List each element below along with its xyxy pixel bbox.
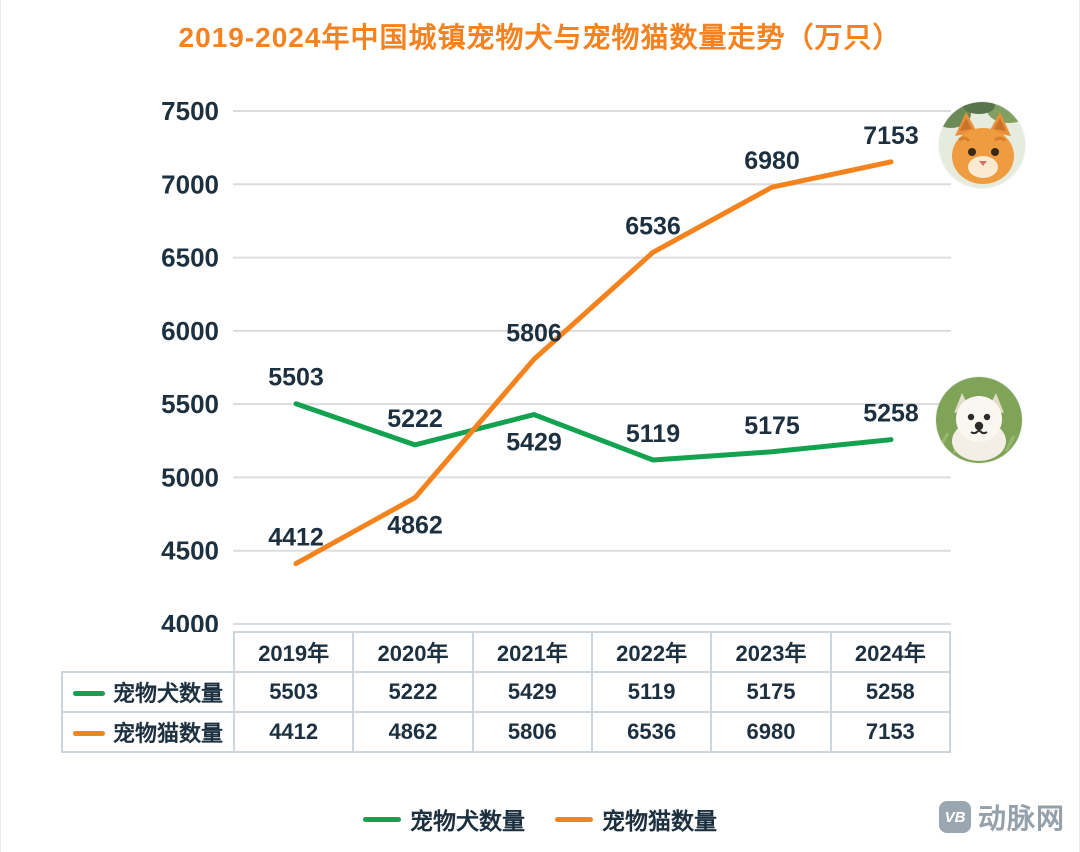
row-label-cell: 宠物犬数量 (61, 671, 235, 713)
legend-label-cat: 宠物猫数量 (602, 808, 717, 834)
line-chart-canvas: 7500700065006000550050004500400055035222… (161, 96, 951, 639)
year-header: 2021年 (471, 631, 593, 673)
table-row-dog: 宠物犬数量 5503 5222 5429 5119 5175 5258 (61, 671, 952, 713)
dog-illustration (936, 377, 1022, 463)
year-header: 2019年 (232, 631, 355, 673)
row-label-cell: 宠物猫数量 (61, 711, 235, 753)
table-cell: 5258 (829, 671, 952, 713)
data-point-label: 4862 (387, 512, 443, 540)
legend-item-dog: 宠物犬数量 (363, 802, 525, 836)
watermark-brand-text: 动脉网 (977, 803, 1065, 834)
table-cell: 5429 (471, 671, 593, 713)
table-cell: 4412 (232, 711, 355, 753)
data-point-label: 5429 (506, 429, 562, 457)
y-axis-tick-label: 7500 (161, 96, 219, 126)
data-point-label: 5119 (626, 420, 680, 448)
dog-line-swatch (363, 816, 401, 822)
cat-line-swatch (555, 816, 593, 822)
watermark: VB 动脉网 (938, 797, 1065, 837)
data-point-label: 5806 (506, 319, 562, 347)
data-point-label: 4412 (268, 524, 324, 552)
year-header: 2022年 (590, 631, 713, 673)
year-header: 2024年 (829, 631, 952, 673)
data-point-label: 6536 (625, 212, 681, 240)
table-cell: 5175 (710, 671, 832, 713)
legend-item-cat: 宠物猫数量 (555, 802, 717, 836)
data-table: 2019年 2020年 2021年 2022年 2023年 2024年 宠物犬数… (61, 631, 952, 753)
table-cell: 5503 (232, 671, 355, 713)
series-line-cat (293, 159, 894, 567)
chart-legend: 宠物犬数量 宠物猫数量 (1, 802, 1079, 836)
table-corner-cell (62, 632, 234, 672)
dog-photo (936, 377, 1022, 463)
data-point-label: 5503 (268, 364, 324, 392)
y-axis-tick-label: 5500 (161, 389, 219, 419)
data-point-label: 5175 (744, 412, 800, 440)
dog-series-label: 宠物犬数量 (112, 681, 223, 706)
table-cell: 5119 (590, 671, 713, 713)
y-axis-tick-label: 4500 (161, 536, 219, 566)
table-cell: 4862 (352, 711, 474, 753)
legend-label-dog: 宠物犬数量 (410, 808, 525, 834)
cat-series-label: 宠物猫数量 (112, 721, 223, 746)
table-cell: 7153 (829, 711, 952, 753)
chart-title: 2019-2024年中国城镇宠物犬与宠物猫数量走势（万只） (178, 22, 902, 53)
series-line-dog (293, 401, 894, 463)
dog-series-swatch (72, 690, 105, 696)
y-axis-tick-label: 6500 (161, 243, 219, 273)
cat-photo (939, 102, 1025, 188)
table-cell: 5806 (471, 711, 593, 753)
year-header: 2023年 (710, 631, 832, 673)
year-header: 2020年 (352, 631, 474, 673)
table-cell: 6536 (590, 711, 713, 753)
data-point-label: 7153 (863, 122, 919, 150)
data-point-label: 5258 (863, 400, 919, 428)
vb-logo-icon: VB (938, 801, 971, 833)
y-axis-tick-label: 5000 (161, 462, 219, 492)
table-row-cat: 宠物猫数量 4412 4862 5806 6536 6980 7153 (61, 711, 952, 753)
y-axis-tick-label: 7000 (161, 169, 219, 199)
cat-series-swatch (72, 730, 105, 736)
table-cell: 6980 (710, 711, 832, 753)
table-header-row: 2019年 2020年 2021年 2022年 2023年 2024年 (62, 631, 952, 673)
y-axis-tick-label: 6000 (161, 316, 219, 346)
data-point-label: 5222 (387, 405, 443, 433)
table-cell: 5222 (352, 671, 474, 713)
data-point-label: 6980 (744, 147, 800, 175)
cat-illustration (939, 102, 1025, 188)
